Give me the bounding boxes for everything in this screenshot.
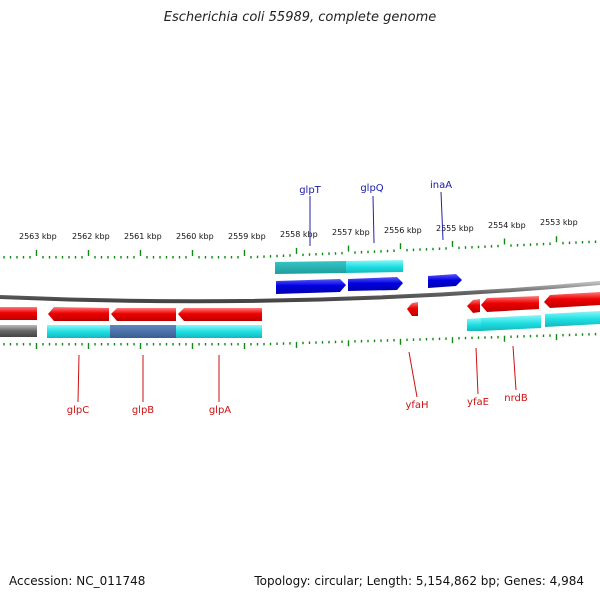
- scale-label: 2563 kbp: [19, 232, 57, 241]
- gene-arrow[interactable]: [0, 307, 37, 320]
- gene-arrow[interactable]: [467, 299, 480, 313]
- gene-arrow[interactable]: [428, 274, 462, 288]
- gene-label-glpC[interactable]: glpC: [67, 405, 89, 416]
- gene-label-glpA[interactable]: glpA: [209, 405, 231, 416]
- gene-arrow[interactable]: [348, 277, 403, 291]
- scale-label: 2561 kbp: [124, 232, 162, 241]
- scale-label: 2562 kbp: [72, 232, 110, 241]
- genome-title: Escherichia coli 55989, complete genome: [163, 10, 437, 25]
- gene-arrow[interactable]: [544, 292, 600, 308]
- lower-tick-track: [3, 332, 597, 349]
- forward-genes[interactable]: [276, 274, 462, 294]
- scale-label: 2559 kbp: [228, 232, 266, 241]
- forward-cds-band: [275, 260, 403, 274]
- gene-arrow[interactable]: [111, 308, 176, 321]
- gene-label-glpQ[interactable]: glpQ: [360, 183, 383, 194]
- scale-label: 2557 kbp: [332, 228, 370, 237]
- gene-arrow[interactable]: [276, 279, 346, 294]
- reverse-cds-band: [0, 311, 600, 338]
- upper-tick-track: [3, 236, 597, 259]
- gene-arrow[interactable]: [481, 296, 539, 312]
- accession-text: Accession: NC_011748: [9, 574, 146, 588]
- gene-arrow[interactable]: [48, 307, 109, 321]
- genome-summary-text: Topology: circular; Length: 5,154,862 bp…: [254, 574, 584, 588]
- reverse-genes[interactable]: [0, 292, 600, 321]
- bottom-gene-callouts: [77, 345, 517, 403]
- gene-label-glpB[interactable]: glpB: [132, 405, 154, 416]
- scale-labels: 2563 kbp 2562 kbp 2561 kbp 2560 kbp 2559…: [19, 218, 578, 241]
- scale-label: 2555 kbp: [436, 224, 474, 233]
- gene-label-glpT[interactable]: glpT: [299, 185, 321, 196]
- genome-backbone: [0, 281, 600, 304]
- scale-label: 2556 kbp: [384, 226, 422, 235]
- top-gene-labels: glpT glpQ inaA: [299, 180, 452, 196]
- scale-label: 2560 kbp: [176, 232, 214, 241]
- gene-label-yfaH[interactable]: yfaH: [405, 400, 428, 411]
- top-gene-callouts: [309, 191, 444, 246]
- gene-label-nrdB[interactable]: nrdB: [504, 393, 528, 404]
- scale-label: 2554 kbp: [488, 221, 526, 230]
- bottom-gene-labels: glpC glpB glpA yfaH yfaE nrdB: [67, 393, 528, 416]
- gene-arrow[interactable]: [178, 308, 262, 321]
- scale-label: 2558 kbp: [280, 230, 318, 239]
- gene-arrow[interactable]: [407, 302, 418, 316]
- gene-label-inaA[interactable]: inaA: [430, 180, 452, 191]
- gene-label-yfaE[interactable]: yfaE: [467, 397, 489, 408]
- scale-label: 2553 kbp: [540, 218, 578, 227]
